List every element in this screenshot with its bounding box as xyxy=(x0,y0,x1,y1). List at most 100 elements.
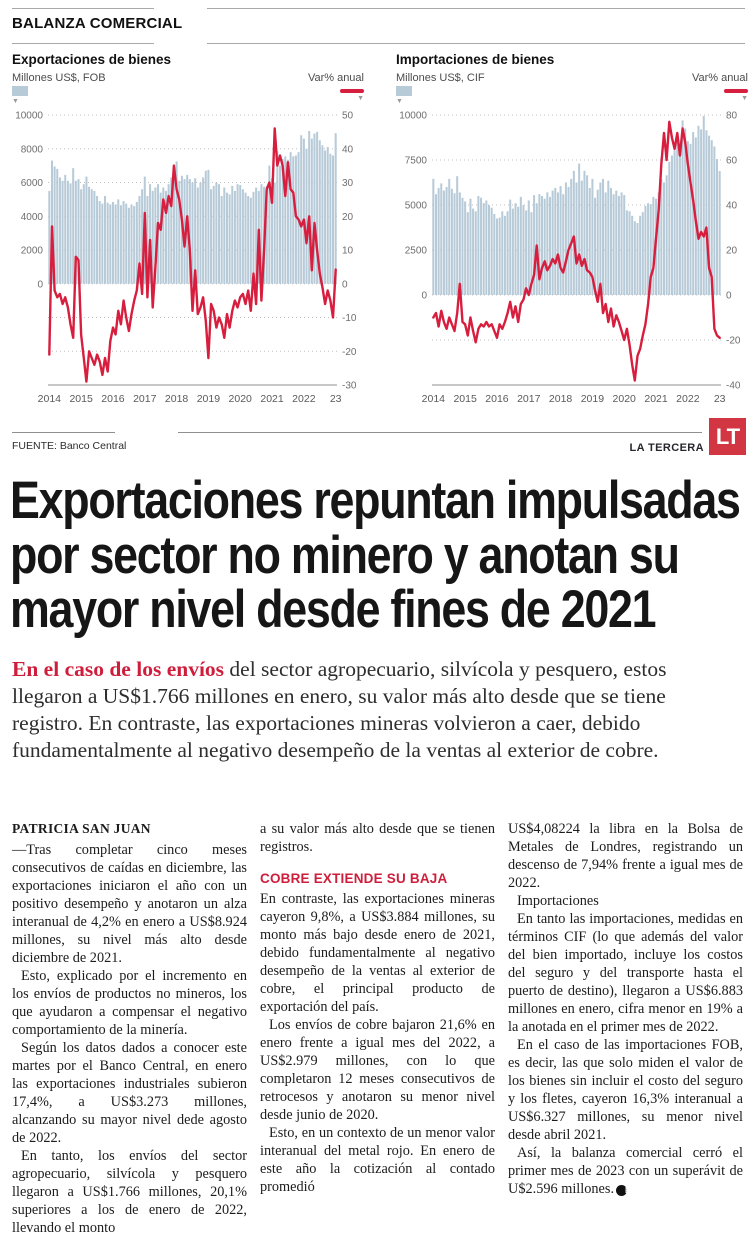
article-column-1: PATRICIA SAN JUAN —Tras completar cinco m… xyxy=(12,820,247,1237)
imports-chart-plot: -40 -20 0 20 40 60 80 0 2500 5000 7500 10000 2014 201… xyxy=(399,111,741,406)
svg-text:0: 0 xyxy=(421,291,427,302)
svg-text:0: 0 xyxy=(342,279,348,290)
svg-text:0: 0 xyxy=(37,279,43,290)
line-legend-label: Var% anual xyxy=(307,72,364,84)
svg-text:2019: 2019 xyxy=(581,393,605,405)
article-paragraph: a su valor más alto desde que se tienen … xyxy=(260,821,495,855)
chevron-down-icon: ▼ xyxy=(12,98,19,105)
svg-text:23: 23 xyxy=(714,393,726,405)
svg-text:-20: -20 xyxy=(726,336,741,347)
svg-text:23: 23 xyxy=(330,393,342,405)
kicker-rule-bottom-left xyxy=(12,43,154,44)
exports-chart: Exportaciones de bienes Millones US$, FO… xyxy=(12,52,364,412)
article-paragraph: Esto, en un contexto de un menor valor i… xyxy=(260,1125,495,1195)
svg-text:6000: 6000 xyxy=(21,178,44,189)
svg-text:2014: 2014 xyxy=(422,393,446,405)
article-paragraph: En tanto las importaciones, medidas en t… xyxy=(508,911,743,1035)
article-paragraph: En tanto, los envíos del sector agropecu… xyxy=(12,1148,247,1236)
line-legend: Var% anual ▼ xyxy=(692,72,748,102)
bar-legend-label: Millones US$, CIF xyxy=(396,72,485,84)
svg-text:-20: -20 xyxy=(342,347,357,358)
line-legend-label: Var% anual xyxy=(691,72,748,84)
section-kicker: BALANZA COMERCIAL xyxy=(12,15,183,32)
chevron-down-icon: ▼ xyxy=(357,95,364,102)
svg-text:60: 60 xyxy=(726,156,738,167)
article-paragraph: Los envíos de cobre bajaron 21,6% en ene… xyxy=(260,1017,495,1123)
svg-text:2018: 2018 xyxy=(165,393,189,405)
svg-text:20: 20 xyxy=(726,246,738,257)
newspaper-page: { "kicker": "BALANZA COMERCIAL", "source… xyxy=(10,8,748,1236)
svg-text:40: 40 xyxy=(342,144,354,155)
chart-title: Importaciones de bienes xyxy=(396,52,555,67)
svg-text:2018: 2018 xyxy=(549,393,573,405)
chevron-down-icon: ▼ xyxy=(396,98,403,105)
svg-text:30: 30 xyxy=(342,178,354,189)
imports-chart: Importaciones de bienes Millones US$, CI… xyxy=(396,52,748,412)
article-paragraph: Así, la balanza comercial cerró el prime… xyxy=(508,1145,743,1197)
svg-text:2021: 2021 xyxy=(644,393,668,405)
article-column-2: a su valor más alto desde que se tienen … xyxy=(260,820,495,1237)
lede-lead-in: En el caso de los envíos xyxy=(12,657,225,681)
svg-text:10000: 10000 xyxy=(399,111,427,122)
article-body: PATRICIA SAN JUAN —Tras completar cinco m… xyxy=(12,820,744,1237)
svg-text:2015: 2015 xyxy=(69,393,93,405)
source-rule-left xyxy=(12,432,115,433)
article-paragraph: En el caso de las importaciones FOB, es … xyxy=(508,1037,743,1143)
article-paragraph: En contraste, las exportaciones mineras … xyxy=(260,891,495,1015)
bar-legend: Millones US$, CIF ▼ xyxy=(396,72,485,105)
svg-text:0: 0 xyxy=(726,291,732,302)
svg-text:2022: 2022 xyxy=(292,393,316,405)
chart-title: Exportaciones de bienes xyxy=(12,52,172,67)
bar-legend-swatch xyxy=(12,86,28,96)
svg-text:-10: -10 xyxy=(342,313,357,324)
lt-logo: LT xyxy=(709,418,746,455)
svg-text:2500: 2500 xyxy=(405,246,428,257)
svg-text:2020: 2020 xyxy=(613,393,637,405)
svg-text:4000: 4000 xyxy=(21,212,44,223)
header-rule-bottom-right xyxy=(207,43,745,44)
end-of-article-marker: P xyxy=(616,1185,630,1196)
chart-source: FUENTE: Banco Central xyxy=(12,440,127,452)
bar-legend-swatch xyxy=(396,86,412,96)
exports-chart-plot: -30 -20 -10 0 10 20 30 40 50 0 2000 4000 6000 8000 100… xyxy=(15,111,357,406)
svg-text:7500: 7500 xyxy=(405,156,428,167)
svg-text:2016: 2016 xyxy=(485,393,509,405)
lede: En el caso de los envíos del sector agro… xyxy=(12,656,740,764)
brand-name: LA TERCERA xyxy=(629,442,704,454)
chevron-down-icon: ▼ xyxy=(741,95,748,102)
svg-text:-30: -30 xyxy=(342,381,357,392)
byline: PATRICIA SAN JUAN xyxy=(12,821,151,836)
svg-text:20: 20 xyxy=(342,212,354,223)
svg-text:5000: 5000 xyxy=(405,201,428,212)
svg-text:8000: 8000 xyxy=(21,144,44,155)
line-legend: Var% anual ▼ xyxy=(308,72,364,102)
svg-text:2017: 2017 xyxy=(133,393,157,405)
svg-text:2019: 2019 xyxy=(197,393,221,405)
line-legend-swatch xyxy=(724,89,748,93)
header-rule-top-right xyxy=(207,8,745,9)
svg-text:10000: 10000 xyxy=(15,111,43,122)
svg-text:2021: 2021 xyxy=(260,393,284,405)
svg-text:80: 80 xyxy=(726,111,738,122)
article-paragraph: Esto, explicado por el incremento en los… xyxy=(12,968,247,1038)
svg-text:2017: 2017 xyxy=(517,393,541,405)
article-paragraph: Importaciones xyxy=(517,893,599,909)
svg-text:2020: 2020 xyxy=(229,393,253,405)
kicker-rule-top-left xyxy=(12,8,154,9)
source-rule-right xyxy=(178,432,702,433)
article-paragraph: —Tras completar cinco meses consecutivos… xyxy=(12,842,247,966)
section-subhead: COBRE EXTIENDE SU BAJA xyxy=(260,871,448,886)
svg-text:2015: 2015 xyxy=(453,393,477,405)
svg-text:2000: 2000 xyxy=(21,246,44,257)
bar-legend: Millones US$, FOB ▼ xyxy=(12,72,106,105)
svg-text:2016: 2016 xyxy=(101,393,125,405)
bar-legend-label: Millones US$, FOB xyxy=(12,72,106,84)
svg-text:2014: 2014 xyxy=(38,393,62,405)
headline: Exportaciones repuntan impulsadas por se… xyxy=(10,471,741,640)
svg-text:40: 40 xyxy=(726,201,738,212)
svg-text:10: 10 xyxy=(342,246,354,257)
article-paragraph: US$4,08224 la libra en la Bolsa de Metal… xyxy=(508,821,743,891)
article-paragraph: Según los datos dados a conocer este mar… xyxy=(12,1040,247,1146)
svg-text:-40: -40 xyxy=(726,381,741,392)
svg-text:50: 50 xyxy=(342,111,354,122)
